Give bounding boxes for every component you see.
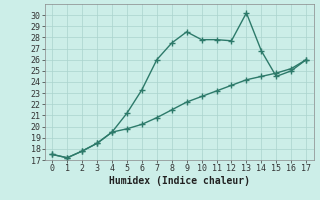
X-axis label: Humidex (Indice chaleur): Humidex (Indice chaleur) — [109, 176, 250, 186]
